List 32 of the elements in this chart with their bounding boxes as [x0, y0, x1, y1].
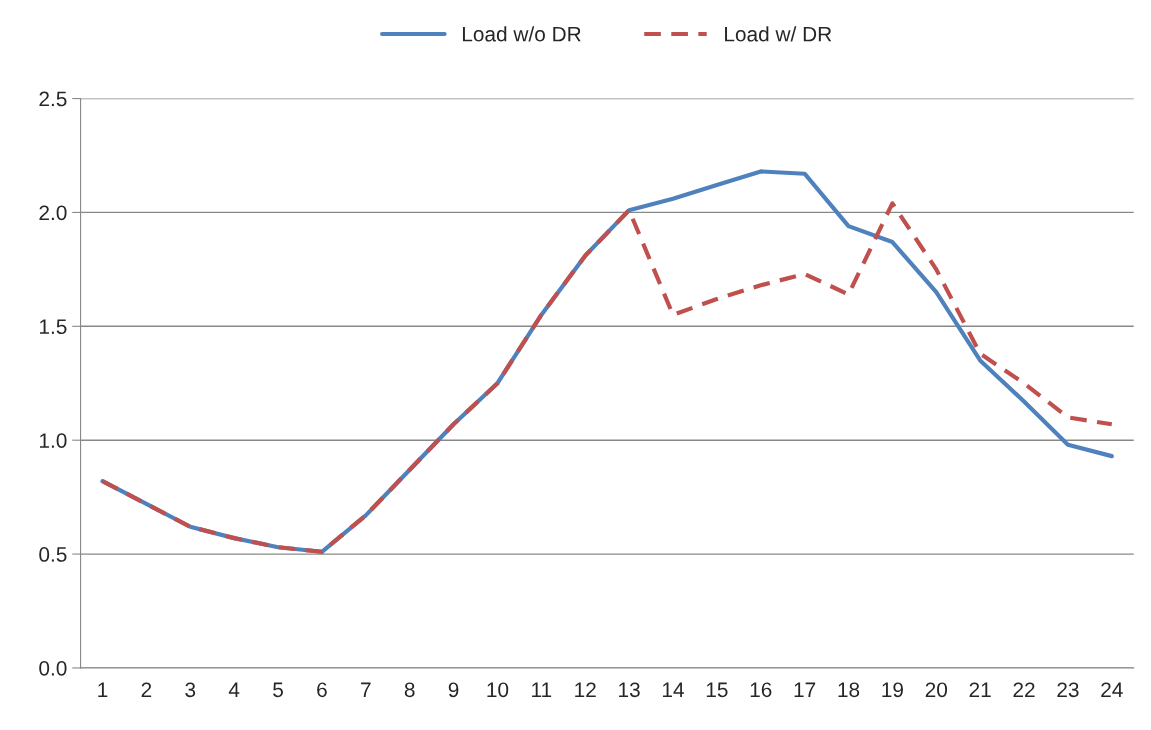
x-tick-label: 3 — [185, 682, 196, 698]
x-tick-label: 9 — [448, 682, 459, 698]
x-tick-label: 18 — [838, 682, 860, 698]
x-tick-label: 12 — [575, 682, 596, 697]
x-tick-label: 11 — [532, 682, 552, 697]
x-tick-label: 2 — [141, 682, 152, 697]
y-tick-label: 0.0 — [39, 660, 67, 676]
legend-label: Load w/ DR — [725, 26, 832, 42]
x-tick-label: 15 — [706, 682, 728, 698]
x-tick-label: 1 — [98, 682, 108, 697]
x-tick-label: 23 — [1057, 682, 1079, 698]
x-tick-label: 10 — [487, 682, 509, 698]
x-tick-label: 21 — [969, 682, 991, 697]
x-tick-label: 24 — [1101, 682, 1123, 697]
x-tick-label: 17 — [794, 682, 816, 697]
x-tick-label: 14 — [662, 682, 684, 697]
x-tick-label: 8 — [404, 682, 415, 698]
x-tick-label: 13 — [619, 682, 640, 698]
y-tick-label: 1.5 — [40, 319, 67, 335]
x-tick-label: 7 — [361, 682, 371, 697]
y-tick-label: 2.5 — [39, 91, 67, 107]
x-tick-label: 4 — [228, 682, 240, 697]
y-tick-label: 0.5 — [39, 547, 67, 562]
x-tick-label: 20 — [925, 682, 948, 698]
x-tick-label: 6 — [317, 682, 327, 698]
y-tick-label: 1.0 — [40, 433, 67, 448]
legend-label: Load w/o DR — [462, 26, 581, 42]
x-tick-label: 5 — [273, 682, 283, 698]
x-tick-label: 16 — [750, 682, 772, 698]
x-tick-label: 22 — [1013, 682, 1035, 697]
x-tick-label: 19 — [882, 682, 903, 698]
y-tick-label: 2.0 — [39, 205, 67, 221]
